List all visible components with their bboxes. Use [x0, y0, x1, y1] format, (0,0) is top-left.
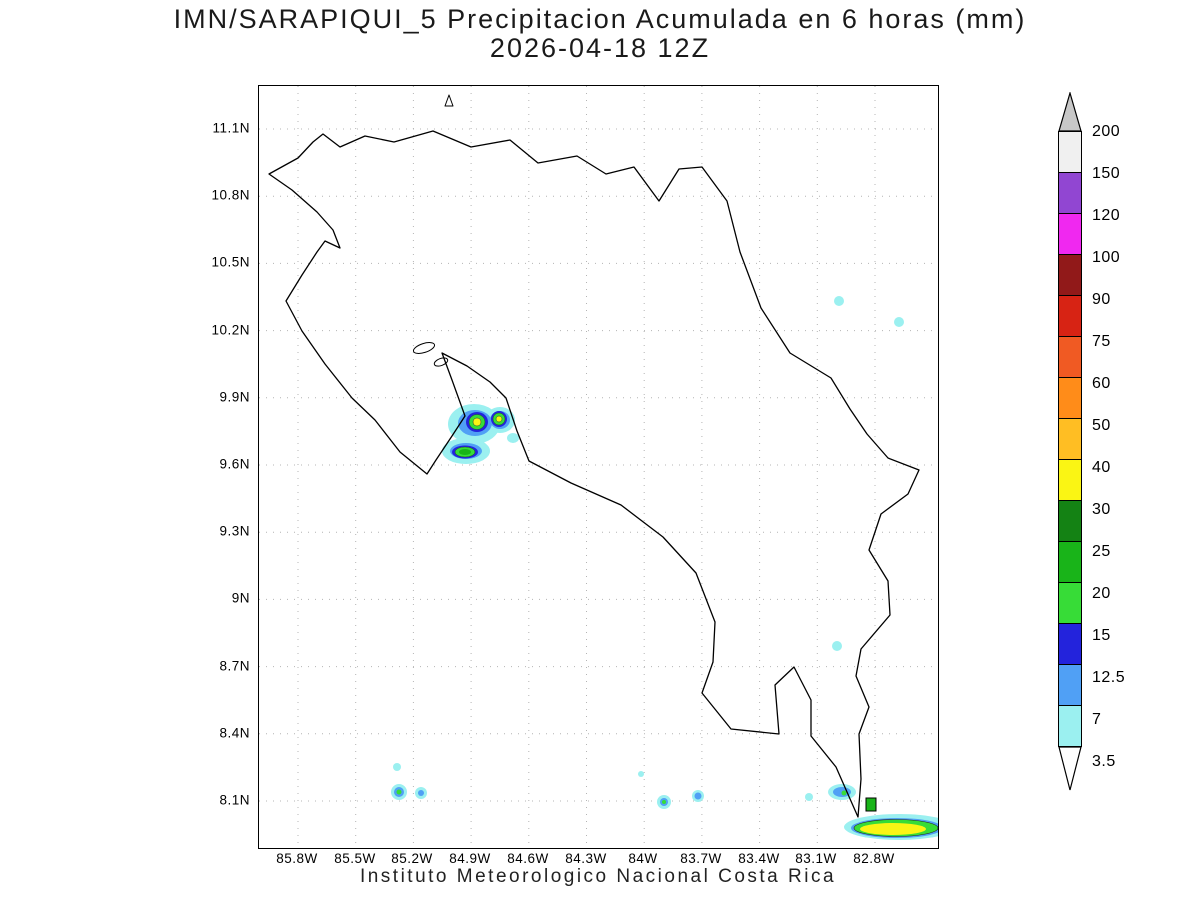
precip-cell-caribbean-spots — [832, 296, 904, 651]
costa-rica-outline — [268, 130, 920, 818]
colorbar-label: 120 — [1092, 207, 1121, 224]
precip-cell-nicoya-cluster — [442, 404, 519, 464]
lon-tick-label: 84.6W — [507, 851, 549, 866]
lon-tick-label: 83.7W — [680, 851, 722, 866]
lat-tick-label: 9.6N — [219, 456, 250, 472]
lon-tick-label: 84W — [628, 851, 658, 866]
colorbar-label: 15 — [1092, 627, 1111, 644]
colorbar-label: 100 — [1092, 249, 1121, 266]
lat-tick-label: 8.4N — [219, 725, 250, 741]
lon-tick-label: 85.2W — [391, 851, 433, 866]
chart-title-line2: 2026-04-18 12Z — [489, 33, 711, 63]
colorbar-segment — [1058, 500, 1082, 542]
lon-tick-label: 83.1W — [795, 851, 837, 866]
map-canvas — [259, 86, 938, 848]
colorbar-above-max-arrow — [1058, 92, 1082, 132]
lat-tick-label: 10.2N — [211, 322, 250, 338]
colorbar-segment — [1058, 254, 1082, 296]
colorbar-segment — [1058, 213, 1082, 255]
lon-tick-label: 84.3W — [565, 851, 607, 866]
lon-tick-label: 85.5W — [334, 851, 376, 866]
colorbar-label: 12.5 — [1092, 669, 1126, 686]
colorbar-label: 150 — [1092, 165, 1121, 182]
colorbar-segment — [1058, 459, 1082, 501]
colorbar-label: 50 — [1092, 417, 1111, 434]
lon-tick-label: 82.8W — [853, 851, 895, 866]
precip-cell-southeast-band — [828, 784, 938, 840]
institution-caption: Instituto Meteorologico Nacional Costa R… — [359, 866, 837, 887]
precip-cells — [391, 296, 938, 840]
colorbar-label: 75 — [1092, 333, 1111, 350]
colorbar-segment — [1058, 623, 1082, 665]
colorbar-segment — [1058, 295, 1082, 337]
colorbar-segment — [1058, 541, 1082, 583]
gulf-island-outline-small — [433, 357, 449, 367]
coastline — [268, 94, 920, 818]
colorbar-label: 40 — [1092, 459, 1111, 476]
lat-tick-label: 9N — [231, 590, 250, 606]
colorbar-label: 60 — [1092, 375, 1111, 392]
colorbar-segment — [1058, 131, 1082, 173]
chart-title-line1: IMN/SARAPIQUI_5 Precipitacion Acumulada … — [173, 4, 1027, 34]
map-plot-area — [258, 85, 939, 849]
lon-tick-label: 85.8W — [276, 851, 318, 866]
colorbar-below-min-arrow — [1058, 746, 1082, 791]
colorbar-label: 200 — [1092, 123, 1121, 140]
colorbar-segment — [1058, 172, 1082, 214]
lat-tick-label: 9.3N — [219, 523, 250, 539]
colorbar — [1058, 92, 1082, 791]
colorbar-segment — [1058, 664, 1082, 706]
lat-tick-label: 8.7N — [219, 658, 250, 674]
graticule-gridlines — [259, 86, 938, 848]
lon-tick-label: 84.9W — [449, 851, 491, 866]
colorbar-label: 90 — [1092, 291, 1111, 308]
colorbar-label: 25 — [1092, 543, 1111, 560]
colorbar-label: 30 — [1092, 501, 1111, 518]
lat-tick-label: 10.5N — [211, 254, 250, 270]
colorbar-segment — [1058, 705, 1082, 747]
colorbar-segment — [1058, 418, 1082, 460]
precip-cell-south-central — [638, 771, 813, 809]
colorbar-label: 20 — [1092, 585, 1111, 602]
colorbar-segment — [1058, 582, 1082, 624]
lon-tick-label: 83.4W — [738, 851, 780, 866]
colorbar-segment — [1058, 377, 1082, 419]
precip-cell-southwest — [391, 763, 427, 800]
lat-tick-label: 10.8N — [211, 187, 250, 203]
colorbar-label: 7 — [1092, 711, 1102, 728]
lat-tick-label: 8.1N — [219, 792, 250, 808]
lat-tick-label: 9.9N — [219, 389, 250, 405]
lake-island-outline — [444, 94, 454, 107]
colorbar-label: 3.5 — [1092, 753, 1116, 770]
colorbar-segment — [1058, 336, 1082, 378]
gulf-island-outline — [412, 342, 436, 354]
lat-tick-label: 11.1N — [212, 120, 250, 136]
